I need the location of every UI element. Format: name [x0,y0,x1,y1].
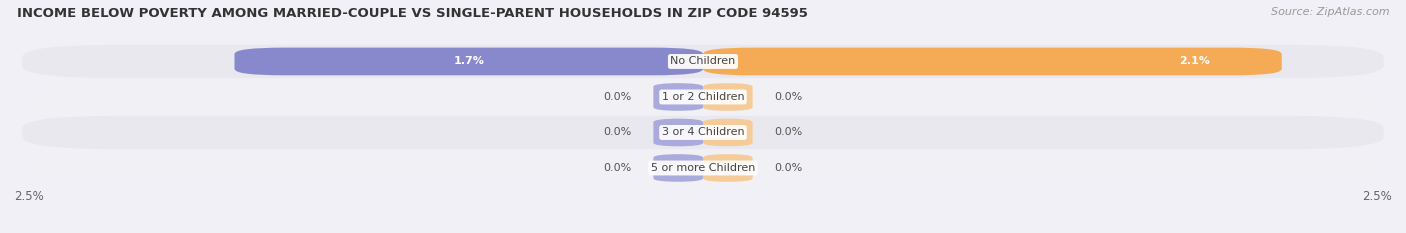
FancyBboxPatch shape [654,119,703,146]
Text: No Children: No Children [671,56,735,66]
Text: 0.0%: 0.0% [603,127,631,137]
FancyBboxPatch shape [703,154,752,182]
Text: 1 or 2 Children: 1 or 2 Children [662,92,744,102]
Text: 0.0%: 0.0% [775,127,803,137]
FancyBboxPatch shape [235,48,703,75]
Text: 2.5%: 2.5% [14,190,44,203]
Text: 1.7%: 1.7% [453,56,484,66]
Text: 0.0%: 0.0% [603,92,631,102]
FancyBboxPatch shape [22,116,1384,149]
FancyBboxPatch shape [703,83,752,111]
Text: 2.5%: 2.5% [1362,190,1392,203]
Text: 3 or 4 Children: 3 or 4 Children [662,127,744,137]
FancyBboxPatch shape [22,45,1384,78]
FancyBboxPatch shape [703,48,1282,75]
FancyBboxPatch shape [654,83,703,111]
FancyBboxPatch shape [654,154,703,182]
FancyBboxPatch shape [703,119,752,146]
Text: INCOME BELOW POVERTY AMONG MARRIED-COUPLE VS SINGLE-PARENT HOUSEHOLDS IN ZIP COD: INCOME BELOW POVERTY AMONG MARRIED-COUPL… [17,7,807,20]
Text: 0.0%: 0.0% [775,163,803,173]
Text: 0.0%: 0.0% [775,92,803,102]
Text: 5 or more Children: 5 or more Children [651,163,755,173]
Text: 0.0%: 0.0% [603,163,631,173]
FancyBboxPatch shape [22,80,1384,114]
Text: Source: ZipAtlas.com: Source: ZipAtlas.com [1271,7,1389,17]
Text: 2.1%: 2.1% [1180,56,1211,66]
FancyBboxPatch shape [22,151,1384,185]
